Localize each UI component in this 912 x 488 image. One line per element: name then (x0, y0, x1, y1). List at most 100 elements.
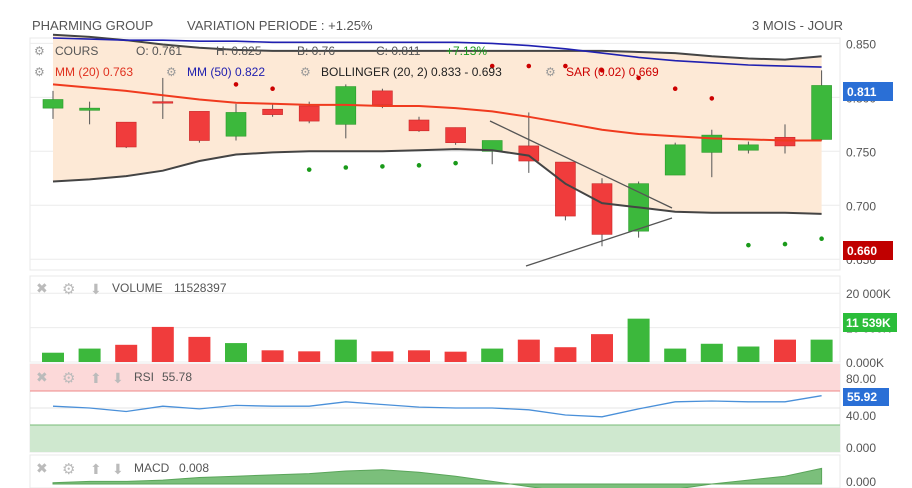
volume-bar (627, 318, 650, 362)
candle-body (225, 112, 247, 137)
legend-sar: SAR (0.02) 0.669 (566, 65, 659, 79)
volume-tick-label: 0.000K (846, 356, 884, 370)
bollinger-band-fill (53, 34, 822, 214)
candle-body (262, 108, 283, 115)
candle-body (811, 85, 832, 140)
sar-price-tag (843, 241, 893, 260)
candle-body (555, 161, 576, 217)
gear-icon[interactable]: ⚙ (166, 65, 177, 79)
price-legend: ⚙ COURS O: 0.761 H: 0.825 B: 0.76 C: 0.8… (34, 44, 659, 79)
arrow-down-icon[interactable]: ⬇ (112, 461, 124, 477)
current-rsi-label: 55.92 (847, 390, 877, 404)
close-icon[interactable]: ✖ (36, 369, 48, 385)
gear-icon[interactable]: ⚙ (545, 65, 556, 79)
macd-panel-frame (29, 454, 841, 488)
volume-bar (737, 346, 760, 362)
rsi-tick-label: 0.000 (846, 441, 876, 455)
sar-dot (672, 86, 678, 92)
close-icon[interactable]: ✖ (36, 280, 48, 296)
rsi-tick-label: 40.00 (846, 409, 876, 423)
sar-dot (782, 241, 788, 247)
macd-value: 0.008 (179, 461, 209, 475)
macd-area (52, 467, 823, 488)
macd-title: MACD (134, 461, 170, 475)
current-price-tag (843, 82, 893, 101)
candlestick-series (42, 70, 832, 247)
legend-open: O: 0.761 (136, 44, 182, 58)
gear-icon[interactable]: ⚙ (62, 281, 75, 298)
volume-bar (261, 350, 284, 362)
volume-bar (481, 348, 504, 362)
volume-bar (591, 334, 613, 362)
period-variation: VARIATION PERIODE : +1.25% (187, 18, 373, 33)
candle-body (518, 145, 540, 162)
legend-change: +7.13% (446, 44, 487, 58)
sar-dot (746, 242, 751, 248)
sar-dot (270, 86, 275, 92)
legend-mm50: MM (50) 0.822 (187, 65, 265, 79)
volume-bar (664, 348, 687, 362)
current-rsi-tag (843, 388, 889, 406)
sar-dot (526, 63, 532, 69)
gear-icon[interactable]: ⚙ (300, 65, 311, 79)
volume-bar (151, 326, 174, 362)
price-tick-label: 0.700 (846, 199, 876, 213)
candle-body (408, 119, 430, 132)
volume-bar (334, 339, 357, 362)
trend-line-down[interactable] (489, 120, 673, 209)
legend-high: H: 0.825 (216, 44, 262, 58)
volume-bar (517, 339, 540, 362)
gear-icon[interactable]: ⚙ (34, 44, 45, 58)
close-icon[interactable]: ✖ (36, 460, 48, 476)
candle-body (372, 90, 393, 106)
current-volume-label: 11 539K (846, 316, 891, 330)
price-panel-frame (29, 37, 841, 271)
sar-dot (416, 163, 422, 168)
arrow-down-icon[interactable]: ⬇ (90, 281, 102, 297)
arrow-down-icon[interactable]: ⬇ (112, 370, 124, 386)
rsi-axis: 80.00 40.00 0.000 (846, 372, 876, 455)
volume-bar (700, 343, 723, 362)
candle-body (189, 111, 210, 141)
rsi-panel: 80.00 40.00 0.000 ✖ ⚙ ⬆ ⬇ RSI 55.78 55.92 (29, 363, 889, 455)
volume-series (42, 318, 833, 362)
sar-price-label: 0.660 (847, 244, 877, 258)
legend-low: B: 0.76 (297, 44, 335, 58)
volume-title: VOLUME (112, 281, 163, 295)
rsi-value: 55.78 (162, 370, 192, 384)
sar-series (233, 63, 824, 248)
arrow-up-icon[interactable]: ⬆ (90, 370, 102, 386)
gear-icon[interactable]: ⚙ (34, 65, 45, 79)
arrow-up-icon[interactable]: ⬆ (90, 461, 102, 477)
volume-bar (188, 336, 211, 362)
sar-dot (636, 75, 641, 81)
sar-dot (343, 165, 349, 170)
rsi-line (52, 395, 822, 418)
header-bar: PHARMING GROUP VARIATION PERIODE : +1.25… (0, 0, 912, 36)
trend-line-up[interactable] (525, 217, 673, 267)
gear-icon[interactable]: ⚙ (62, 370, 75, 387)
volume-bar (115, 344, 138, 362)
candle-body (79, 107, 100, 111)
mm20-line (52, 83, 822, 142)
mm50-line (52, 37, 822, 68)
current-volume-tag (843, 313, 897, 332)
period-selector[interactable]: 3 MOIS - JOUR (752, 18, 844, 33)
sar-dot (709, 96, 715, 101)
sar-dot (233, 82, 239, 87)
volume-bar (298, 351, 321, 362)
volume-bar (408, 350, 430, 362)
gear-icon[interactable]: ⚙ (62, 461, 75, 478)
volume-bar (810, 339, 833, 362)
volume-bar (444, 351, 467, 362)
volume-bar (554, 347, 577, 362)
candle-body (445, 127, 466, 143)
sar-dot (489, 63, 495, 69)
legend-close: C: 0.811 (376, 44, 421, 58)
volume-bar (42, 352, 64, 362)
candle-body (152, 101, 174, 104)
volume-bar (371, 351, 394, 362)
